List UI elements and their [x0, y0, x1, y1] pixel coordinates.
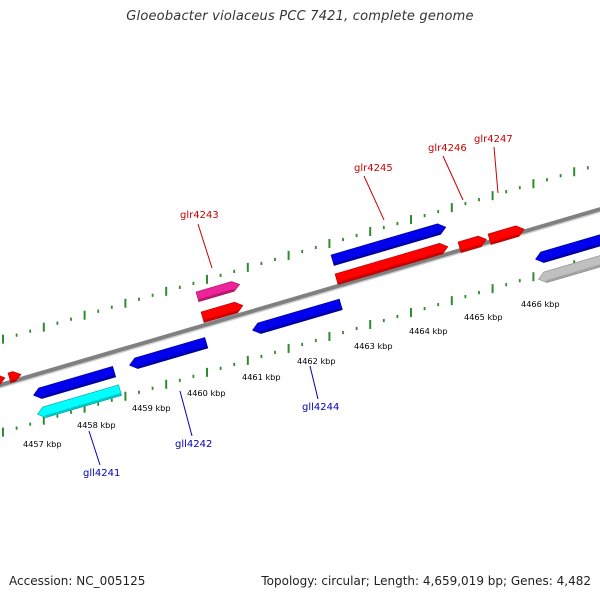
- gene-shade: [260, 307, 343, 334]
- label-leader: [179, 390, 193, 437]
- label-leader: [442, 155, 464, 201]
- label-leader: [363, 175, 385, 221]
- gene-arrow-unnamed-5: [334, 243, 449, 285]
- gene-arrow-glr4243: [195, 281, 241, 302]
- gene-arrow-unnamed-0: [7, 371, 22, 383]
- gene-arrow-gll4244: [252, 298, 343, 334]
- gene-arrow-glr4245: [330, 223, 447, 266]
- topology-text: Topology: circular; Length: 4,659,019 bp…: [261, 574, 591, 588]
- accession-text: Accession: NC_005125: [9, 574, 146, 588]
- gene-labels: glr4243 glr4245 glr4246 glr4247 gll4241 gll42…: [83, 134, 513, 479]
- tick-label: 4464 kbp: [409, 326, 448, 336]
- gene-body: [457, 235, 487, 253]
- tick-label: 4459 kbp: [132, 403, 171, 413]
- label-leader: [309, 365, 319, 400]
- gene-label-gll4241: gll4241: [83, 468, 120, 479]
- gene-shade: [45, 392, 122, 418]
- forward-dotted-line: [2, 166, 589, 344]
- gene-arrow-unnamed-8: [535, 233, 600, 263]
- gene-label-glr4246: glr4246: [428, 143, 467, 154]
- gene-arrow-gll4241: [37, 384, 122, 418]
- gene-shade: [10, 378, 16, 383]
- gene-body: [487, 225, 525, 245]
- gene-shade: [337, 251, 443, 285]
- gene-body: [200, 301, 244, 323]
- tick-label: 4462 kbp: [297, 356, 336, 366]
- tick-label: 4457 kbp: [23, 439, 62, 449]
- gene-body: [0, 374, 6, 388]
- label-leader: [197, 223, 213, 269]
- gene-shade: [460, 244, 482, 253]
- gene-shade: [198, 288, 235, 302]
- gene-shade: [41, 374, 116, 399]
- tick-label: 4465 kbp: [464, 312, 503, 322]
- gene-label-gll4244: gll4244: [302, 402, 339, 413]
- gene-shade: [137, 345, 208, 369]
- gene-label-glr4247: glr4247: [474, 134, 513, 145]
- gene-shade: [543, 241, 600, 263]
- gene-arrow-unnamed-9: [538, 253, 600, 283]
- gene-label-glr4243: glr4243: [180, 210, 219, 221]
- reverse-dotted-line: [2, 259, 589, 437]
- tick-label: 4463 kbp: [354, 341, 393, 351]
- gene-body: [7, 371, 22, 383]
- kbp-ticks: 4457 kbp 4458 kbp 4459 kbp 4460 kbp 4461 kbp…: [23, 299, 560, 449]
- gene-body: [252, 298, 343, 334]
- gene-label-glr4245: glr4245: [354, 163, 393, 174]
- tick-label: 4458 kbp: [77, 420, 116, 430]
- gene-shade: [203, 310, 238, 323]
- gene-body: [334, 243, 449, 285]
- gene-arrow-glr4246: [457, 235, 487, 253]
- gene-arrow-gll4242: [129, 337, 209, 369]
- tick-label: 4460 kbp: [187, 388, 226, 398]
- gene-label-gll4242: gll4242: [175, 439, 212, 450]
- gene-shade: [546, 262, 600, 283]
- gene-arrow-glr4247: [487, 225, 525, 245]
- tick-label: 4461 kbp: [242, 372, 281, 382]
- genome-title: Gloeobacter violaceus PCC 7421, complete…: [126, 9, 474, 24]
- dotted-guide-lines: [2, 166, 589, 437]
- gene-shade: [490, 234, 519, 245]
- label-leader: [88, 430, 101, 466]
- gene-body: [33, 366, 117, 399]
- gene-arrows: [0, 223, 600, 418]
- tick-label: 4466 kbp: [521, 299, 560, 309]
- gene-shade: [333, 231, 441, 266]
- gene-body: [195, 281, 241, 302]
- gene-arrow-unnamed-1: [0, 374, 6, 388]
- label-leader: [493, 146, 499, 194]
- gene-arrow-unnamed-10: [33, 366, 117, 399]
- gene-arrow-unnamed-3: [200, 301, 244, 323]
